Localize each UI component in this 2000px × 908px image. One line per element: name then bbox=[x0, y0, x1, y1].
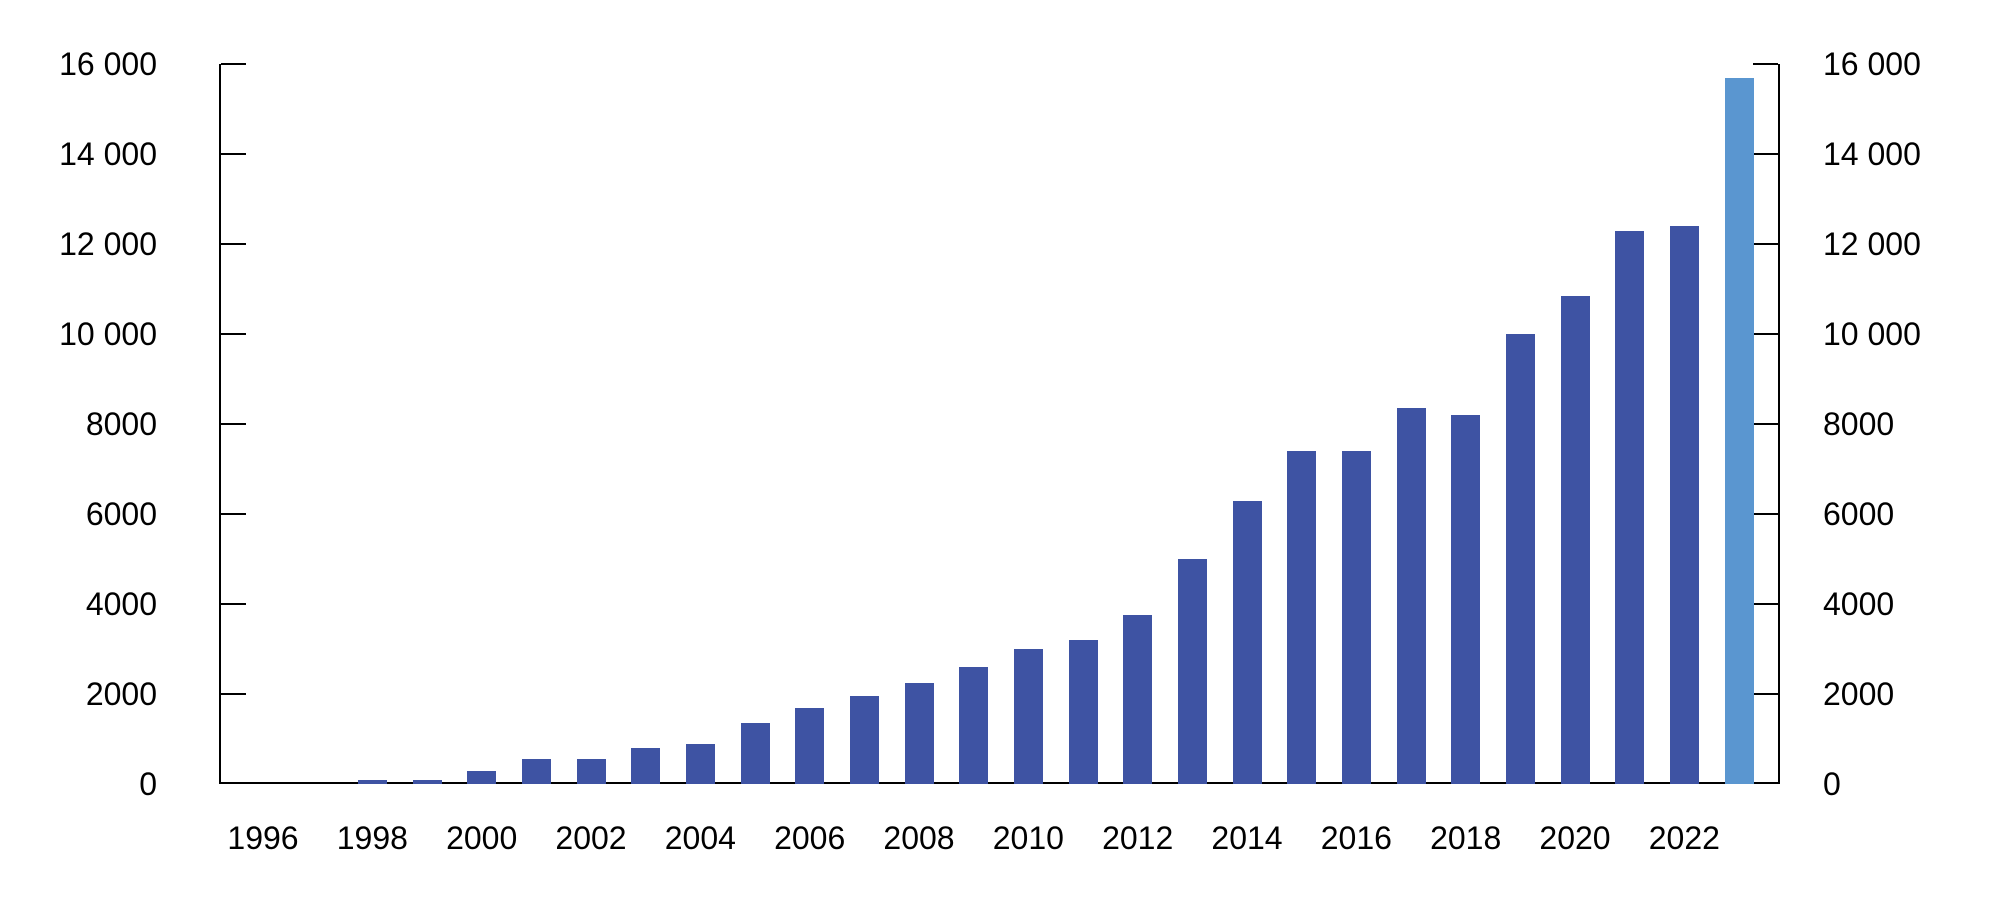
x-tick-label-2018: 2018 bbox=[1430, 820, 1502, 856]
y-tick-label-left-12000: 12 000 bbox=[59, 226, 157, 262]
bar-2007 bbox=[849, 696, 879, 784]
bar-2020 bbox=[1560, 295, 1590, 784]
bar-2016 bbox=[1341, 451, 1371, 784]
x-tick-label-2006: 2006 bbox=[774, 820, 846, 856]
bar-2023 bbox=[1724, 77, 1754, 784]
bar-2003 bbox=[631, 748, 661, 784]
y-tick-label-right-12000: 12 000 bbox=[1823, 226, 1921, 262]
y-tick-left-14000 bbox=[221, 153, 246, 155]
x-tick-label-2012: 2012 bbox=[1102, 820, 1174, 856]
y-tick-label-left-0: 0 bbox=[139, 766, 157, 802]
y-tick-left-4000 bbox=[221, 603, 246, 605]
y-tick-label-left-10000: 10 000 bbox=[59, 316, 157, 352]
y-tick-right-6000 bbox=[1753, 513, 1778, 515]
x-axis bbox=[219, 782, 1780, 784]
x-tick-label-2000: 2000 bbox=[446, 820, 518, 856]
x-tick-label-2004: 2004 bbox=[664, 820, 736, 856]
y-tick-left-10000 bbox=[221, 333, 246, 335]
y-tick-label-right-0: 0 bbox=[1823, 766, 1841, 802]
y-tick-label-right-10000: 10 000 bbox=[1823, 316, 1921, 352]
bar-2013 bbox=[1177, 559, 1207, 784]
x-tick-label-2010: 2010 bbox=[992, 820, 1064, 856]
x-tick-label-2002: 2002 bbox=[555, 820, 627, 856]
y-tick-label-right-4000: 4000 bbox=[1823, 586, 1895, 622]
y-tick-label-left-14000: 14 000 bbox=[59, 136, 157, 172]
bar-1998 bbox=[357, 779, 387, 784]
bar-1999 bbox=[412, 779, 442, 784]
y-tick-label-right-8000: 8000 bbox=[1823, 406, 1895, 442]
bar-2001 bbox=[521, 759, 551, 784]
y-tick-label-left-8000: 8000 bbox=[85, 406, 157, 442]
y-tick-right-14000 bbox=[1753, 153, 1778, 155]
y-tick-label-left-6000: 6000 bbox=[85, 496, 157, 532]
y-tick-label-left-2000: 2000 bbox=[85, 676, 157, 712]
y-axis-left bbox=[219, 64, 221, 784]
y-tick-label-right-6000: 6000 bbox=[1823, 496, 1895, 532]
bar-2022 bbox=[1669, 226, 1699, 784]
bar-2011 bbox=[1068, 640, 1098, 784]
bar-2008 bbox=[904, 682, 934, 784]
y-tick-right-2000 bbox=[1753, 693, 1778, 695]
y-tick-label-right-16000: 16 000 bbox=[1823, 46, 1921, 82]
bar-2012 bbox=[1123, 615, 1153, 784]
y-tick-label-left-16000: 16 000 bbox=[59, 46, 157, 82]
bar-2004 bbox=[685, 743, 715, 784]
y-axis-right bbox=[1778, 64, 1780, 784]
bar-2019 bbox=[1505, 334, 1535, 784]
y-tick-label-right-2000: 2000 bbox=[1823, 676, 1895, 712]
bar-2005 bbox=[740, 723, 770, 784]
y-tick-left-12000 bbox=[221, 243, 246, 245]
bar-2000 bbox=[467, 770, 497, 784]
y-tick-right-4000 bbox=[1753, 603, 1778, 605]
x-tick-label-2022: 2022 bbox=[1648, 820, 1720, 856]
bar-2014 bbox=[1232, 500, 1262, 784]
y-tick-label-left-4000: 4000 bbox=[85, 586, 157, 622]
x-tick-label-1998: 1998 bbox=[336, 820, 408, 856]
y-tick-right-16000 bbox=[1753, 63, 1778, 65]
y-tick-right-10000 bbox=[1753, 333, 1778, 335]
bar-2006 bbox=[795, 707, 825, 784]
bar-2015 bbox=[1287, 451, 1317, 784]
bar-2010 bbox=[1013, 649, 1043, 784]
x-tick-label-2008: 2008 bbox=[883, 820, 955, 856]
bar-2002 bbox=[576, 759, 606, 784]
bar-2017 bbox=[1396, 408, 1426, 784]
x-tick-label-2020: 2020 bbox=[1539, 820, 1611, 856]
bar-2021 bbox=[1615, 230, 1645, 784]
bar-2018 bbox=[1451, 415, 1481, 784]
y-tick-left-2000 bbox=[221, 693, 246, 695]
x-tick-label-1996: 1996 bbox=[227, 820, 299, 856]
y-tick-label-right-14000: 14 000 bbox=[1823, 136, 1921, 172]
y-tick-right-8000 bbox=[1753, 423, 1778, 425]
y-tick-left-8000 bbox=[221, 423, 246, 425]
x-tick-label-2016: 2016 bbox=[1320, 820, 1392, 856]
y-tick-left-6000 bbox=[221, 513, 246, 515]
bar-2009 bbox=[959, 667, 989, 784]
y-tick-right-12000 bbox=[1753, 243, 1778, 245]
y-tick-left-16000 bbox=[221, 63, 246, 65]
x-tick-label-2014: 2014 bbox=[1211, 820, 1283, 856]
